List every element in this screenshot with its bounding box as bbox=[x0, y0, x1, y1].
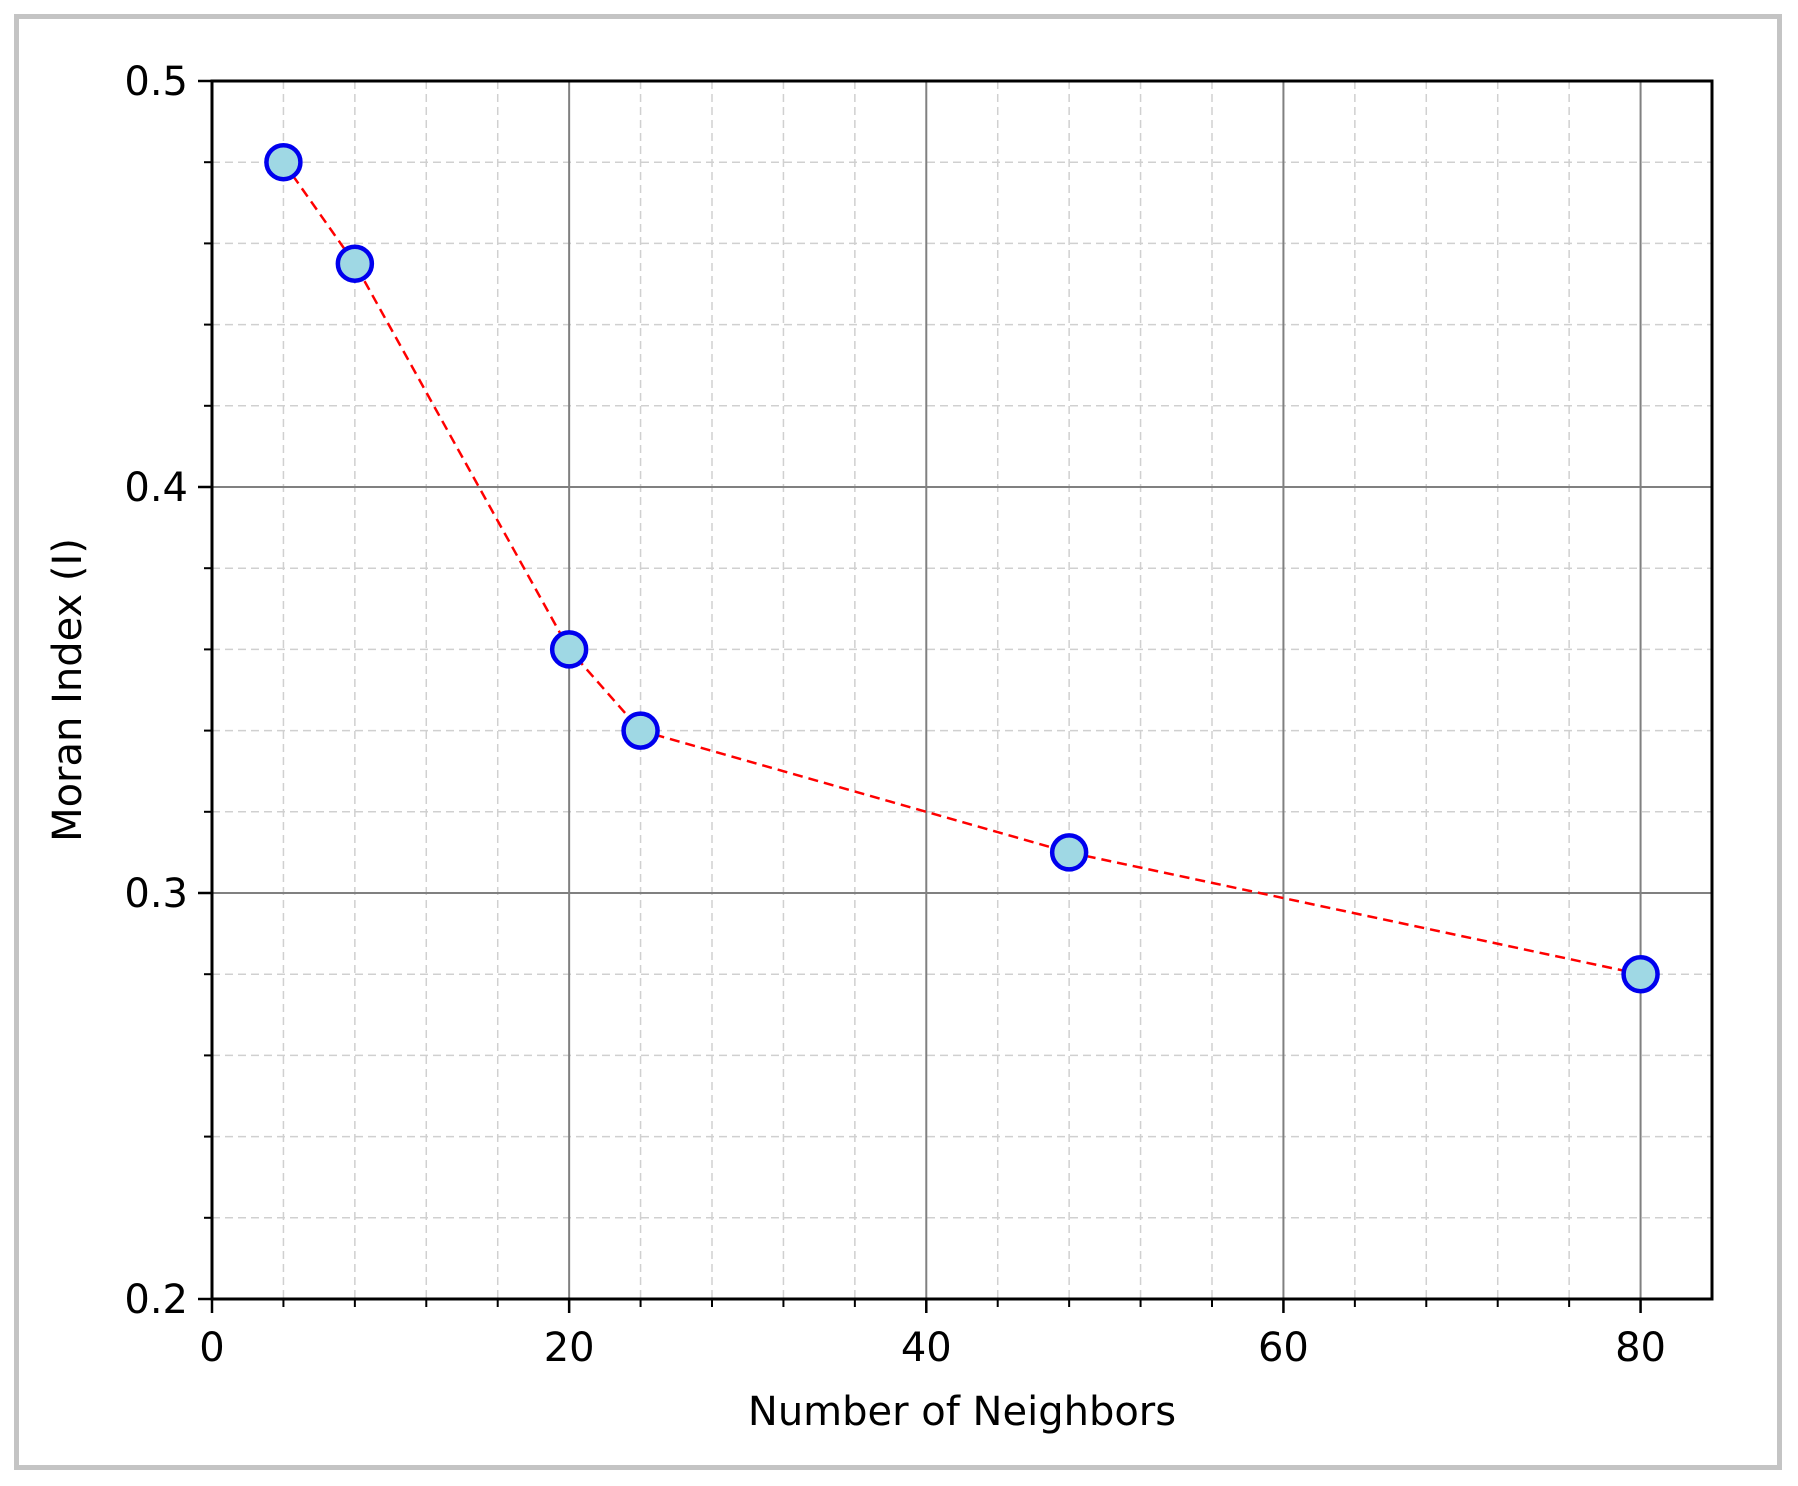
y-tick-label: 0.2 bbox=[124, 1277, 188, 1323]
x-tick-label: 0 bbox=[199, 1325, 224, 1371]
data-point bbox=[1049, 833, 1089, 872]
y-tick-label: 0.3 bbox=[124, 871, 188, 917]
series-lines bbox=[282, 161, 1641, 976]
data-point bbox=[335, 244, 375, 283]
major-grid bbox=[212, 81, 1712, 1299]
series-points bbox=[264, 142, 1660, 994]
data-point bbox=[1621, 954, 1660, 994]
plot-area bbox=[210, 79, 1714, 1301]
series-line bbox=[282, 161, 1641, 976]
y-axis-label: Moran Index (I) bbox=[45, 538, 91, 842]
y-tick-labels: 0.2 0.3 0.4 0.5 bbox=[124, 59, 188, 1323]
data-point bbox=[549, 630, 589, 669]
data-point bbox=[264, 142, 303, 182]
y-tick-label: 0.4 bbox=[124, 465, 188, 511]
x-tick-labels: 0 20 40 60 80 bbox=[199, 1325, 1666, 1371]
data-point bbox=[621, 711, 660, 750]
x-tick-label: 40 bbox=[901, 1325, 952, 1371]
y-tick-label: 0.5 bbox=[124, 59, 188, 105]
x-tick-label: 60 bbox=[1258, 1325, 1309, 1371]
x-axis-label: Number of Neighbors bbox=[748, 1389, 1176, 1435]
x-tick-label: 80 bbox=[1615, 1325, 1666, 1371]
minor-grid bbox=[212, 81, 1712, 1299]
axis-ticks bbox=[198, 79, 1642, 1313]
x-tick-label: 20 bbox=[544, 1325, 595, 1371]
figure-frame bbox=[14, 14, 1782, 1470]
